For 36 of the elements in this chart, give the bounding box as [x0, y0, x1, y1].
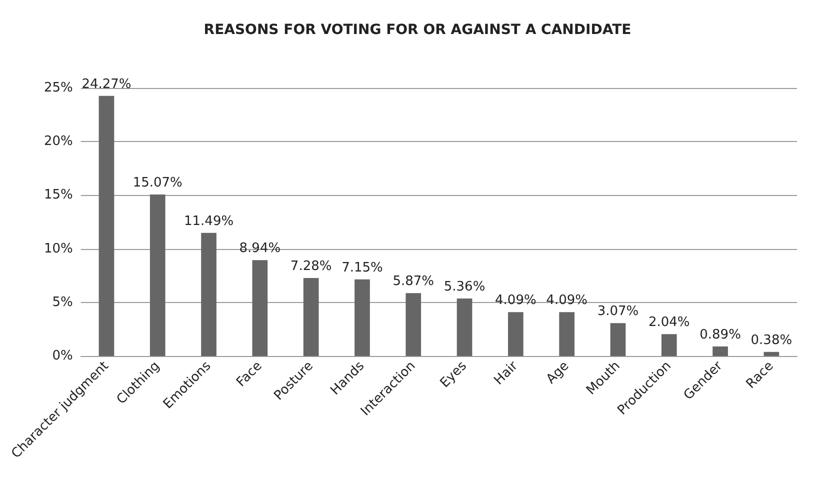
y-tick-label: 5% [52, 294, 73, 310]
y-tick-label: 25% [44, 80, 73, 96]
data-label: 4.09% [546, 293, 588, 308]
bar [559, 312, 574, 356]
chart-title: REASONS FOR VOTING FOR OR AGAINST A CANDIDATE [204, 22, 632, 38]
data-label: 15.07% [132, 175, 182, 190]
data-label: 2.04% [648, 315, 690, 330]
y-tick-label: 10% [44, 241, 73, 256]
y-tick-label: 20% [44, 134, 73, 150]
bar [661, 334, 677, 356]
y-tick-label: 15% [44, 188, 73, 203]
bar [712, 346, 728, 356]
data-label: 5.87% [392, 274, 434, 290]
data-label: 7.15% [342, 260, 383, 276]
data-label: 11.49% [184, 214, 234, 229]
data-label: 0.38% [750, 332, 792, 348]
bar [98, 96, 114, 356]
data-label: 8.94% [239, 241, 281, 256]
data-label: 0.89% [700, 327, 741, 342]
x-tick-label: Age [544, 358, 572, 388]
bar [406, 293, 422, 356]
bar [610, 323, 626, 356]
data-label: 7.28% [290, 258, 332, 274]
bar [303, 278, 319, 356]
bar [150, 194, 166, 356]
bar [354, 279, 370, 356]
bar [252, 260, 268, 356]
data-label: 4.09% [495, 293, 536, 308]
bar [201, 232, 216, 356]
data-label: 5.36% [444, 280, 486, 295]
bar [456, 298, 472, 356]
bar [764, 352, 780, 356]
bar [508, 312, 524, 356]
data-label: 24.27% [82, 76, 132, 92]
data-label: 3.07% [597, 304, 639, 320]
y-tick-label: 0% [52, 348, 73, 364]
